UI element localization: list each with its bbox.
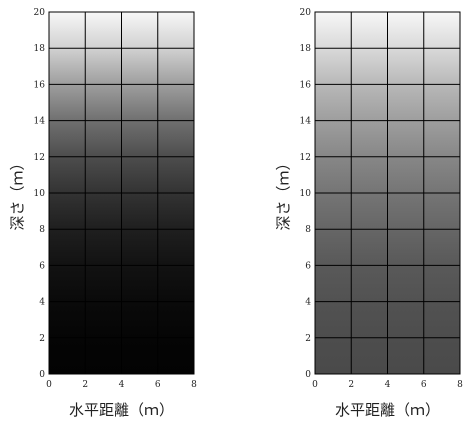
- y-tick-label: 0: [39, 370, 45, 380]
- x-tick-label: 2: [348, 380, 354, 390]
- y-tick-label: 4: [39, 298, 45, 308]
- x-tick-label: 6: [155, 380, 161, 390]
- plot-frame: [314, 11, 461, 375]
- left-depth-heatmap: 0 2 4 6 8 0 2 4 6 8 10 12 14 16 18 20 水平距離（ｍ） 深さ（ｍ）: [9, 8, 198, 419]
- y-tick-label: 8: [39, 225, 45, 235]
- y-ticks: 0 2 4 6 8 10 12 14 16 18 20: [34, 8, 46, 380]
- x-ticks: 0 2 4 6 8: [46, 380, 197, 390]
- y-tick-label: 16: [34, 80, 46, 90]
- grid: [315, 12, 460, 374]
- x-tick-label: 0: [46, 380, 52, 390]
- y-tick-label: 18: [34, 44, 46, 54]
- y-ticks: 0 2 4 6 8 10 12 14 16 18 20: [300, 8, 312, 380]
- y-axis-label: 深さ（ｍ）: [9, 155, 27, 230]
- x-axis-label: 水平距離（ｍ）: [335, 401, 440, 419]
- y-tick-label: 18: [300, 44, 312, 54]
- y-tick-label: 14: [34, 117, 46, 127]
- y-tick-label: 12: [34, 153, 45, 163]
- y-tick-label: 4: [305, 298, 311, 308]
- y-tick-label: 10: [300, 189, 312, 199]
- y-tick-label: 20: [300, 8, 312, 18]
- right-depth-heatmap: 0 2 4 6 8 0 2 4 6 8 10 12 14 16 18 20 水平距離（ｍ） 深さ（ｍ）: [275, 8, 464, 419]
- x-axis-label: 水平距離（ｍ）: [69, 401, 174, 419]
- y-tick-label: 2: [305, 334, 311, 344]
- x-tick-label: 2: [82, 380, 88, 390]
- x-ticks: 0 2 4 6 8: [312, 380, 463, 390]
- grid: [49, 12, 194, 374]
- x-tick-label: 8: [457, 380, 463, 390]
- y-tick-label: 14: [300, 117, 312, 127]
- y-axis-label: 深さ（ｍ）: [275, 155, 293, 230]
- x-tick-label: 4: [119, 380, 125, 390]
- y-tick-label: 6: [39, 261, 45, 271]
- y-tick-label: 20: [34, 8, 46, 18]
- x-tick-label: 4: [385, 380, 391, 390]
- x-tick-label: 0: [312, 380, 318, 390]
- y-tick-label: 2: [39, 334, 45, 344]
- x-tick-label: 8: [191, 380, 197, 390]
- y-tick-label: 8: [305, 225, 311, 235]
- y-tick-label: 0: [305, 370, 311, 380]
- plot-frame: [48, 11, 195, 375]
- y-tick-label: 10: [34, 189, 46, 199]
- y-tick-label: 6: [305, 261, 311, 271]
- y-tick-label: 16: [300, 80, 312, 90]
- x-tick-label: 6: [421, 380, 427, 390]
- y-tick-label: 12: [300, 153, 311, 163]
